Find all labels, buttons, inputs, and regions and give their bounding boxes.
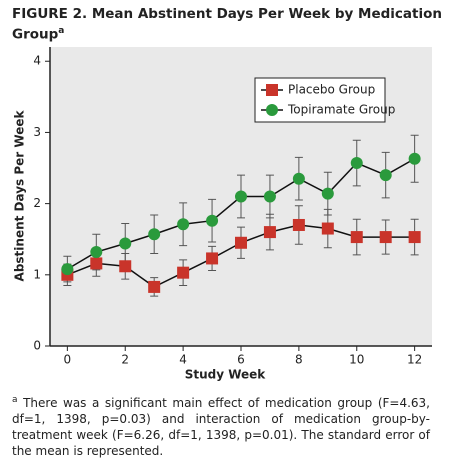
point	[263, 226, 276, 239]
chart-title: FIGURE 2. Mean Abstinent Days Per Week b…	[12, 6, 442, 43]
y-tick-label: 4	[33, 54, 41, 68]
title-marker: a	[58, 26, 65, 36]
point	[206, 214, 219, 227]
point	[408, 152, 421, 165]
point	[321, 222, 334, 235]
chart-title-block: FIGURE 2. Mean Abstinent Days Per Week b…	[12, 6, 442, 44]
legend-label: Placebo Group	[288, 83, 375, 97]
x-tick-label: 2	[121, 353, 129, 367]
point	[379, 169, 392, 182]
x-tick-label: 6	[237, 353, 245, 367]
point	[350, 157, 363, 170]
y-tick-label: 3	[33, 125, 41, 139]
point	[119, 260, 132, 273]
x-tick-label: 8	[295, 353, 303, 367]
point	[292, 218, 305, 231]
point	[90, 246, 103, 259]
x-tick-label: 4	[179, 353, 187, 367]
point	[61, 263, 74, 276]
footnote-text: There was a significant main effect of m…	[12, 396, 430, 458]
x-tick-label: 10	[349, 353, 364, 367]
point	[90, 257, 103, 270]
x-axis-label: Study Week	[185, 368, 267, 382]
point	[119, 237, 132, 250]
point	[408, 231, 421, 244]
point	[148, 228, 161, 241]
y-tick-label: 0	[33, 339, 41, 353]
legend-label: Topiramate Group	[287, 103, 395, 117]
point	[350, 231, 363, 244]
point	[235, 190, 247, 203]
point	[206, 252, 219, 265]
chart: Study Week Abstinent Days Per Week 01234…	[13, 47, 432, 382]
legend-swatch	[266, 104, 278, 116]
x-tick-label: 12	[407, 353, 422, 367]
y-axis-label: Abstinent Days Per Week	[13, 110, 27, 282]
point	[292, 172, 305, 185]
x-tick-label: 0	[64, 353, 72, 367]
footnote: a There was a significant main effect of…	[12, 392, 430, 459]
legend-swatch	[266, 84, 278, 96]
footnote-marker: a	[12, 395, 18, 405]
point	[263, 190, 276, 203]
y-tick-label: 1	[33, 267, 41, 281]
point	[235, 236, 247, 249]
point	[177, 266, 190, 279]
point	[148, 280, 161, 293]
point	[379, 231, 392, 244]
point	[177, 218, 190, 231]
y-tick-label: 2	[33, 196, 41, 210]
point	[321, 187, 334, 200]
